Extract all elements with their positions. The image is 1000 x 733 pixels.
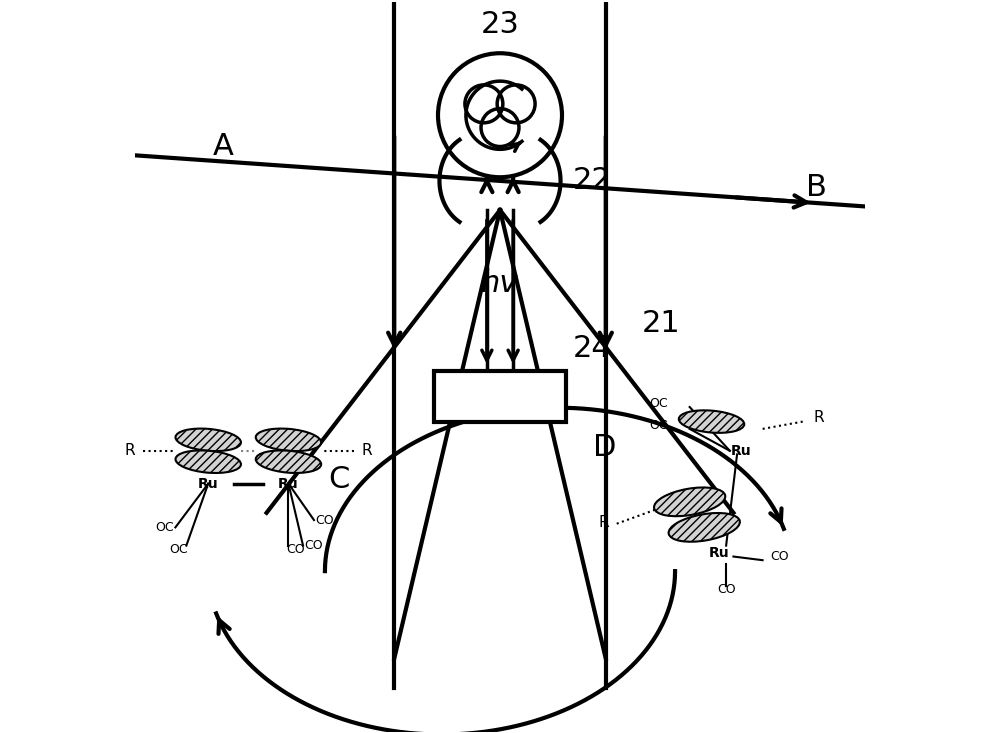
- Text: A: A: [212, 133, 233, 161]
- Text: 23: 23: [481, 10, 519, 39]
- Text: CO: CO: [286, 543, 305, 556]
- Text: C: C: [329, 465, 350, 495]
- Text: 21: 21: [642, 309, 681, 338]
- Ellipse shape: [654, 487, 725, 516]
- Bar: [434, 371, 566, 421]
- Text: B: B: [806, 173, 827, 202]
- Text: Ru: Ru: [198, 476, 219, 490]
- Text: OC: OC: [155, 521, 174, 534]
- Text: Ru: Ru: [730, 443, 751, 458]
- Text: OC: OC: [649, 419, 668, 432]
- Ellipse shape: [256, 429, 321, 451]
- Text: Ru: Ru: [709, 546, 729, 560]
- Text: CO: CO: [717, 583, 735, 596]
- Ellipse shape: [176, 429, 241, 451]
- Text: R: R: [125, 443, 135, 458]
- Text: R: R: [814, 410, 824, 424]
- Text: D: D: [593, 432, 617, 462]
- Text: CO: CO: [770, 550, 789, 563]
- Text: OC: OC: [649, 397, 668, 410]
- Ellipse shape: [679, 410, 744, 433]
- Ellipse shape: [176, 451, 241, 473]
- Text: R: R: [361, 443, 372, 458]
- Text: CO: CO: [305, 539, 323, 552]
- Text: CO: CO: [316, 514, 334, 527]
- Ellipse shape: [256, 451, 321, 473]
- Text: OC: OC: [170, 543, 188, 556]
- Text: 24: 24: [573, 334, 612, 364]
- Ellipse shape: [669, 513, 740, 542]
- Text: 22: 22: [573, 166, 612, 196]
- Text: R: R: [599, 515, 609, 531]
- Text: hv: hv: [481, 268, 519, 298]
- Text: Ru: Ru: [278, 476, 299, 490]
